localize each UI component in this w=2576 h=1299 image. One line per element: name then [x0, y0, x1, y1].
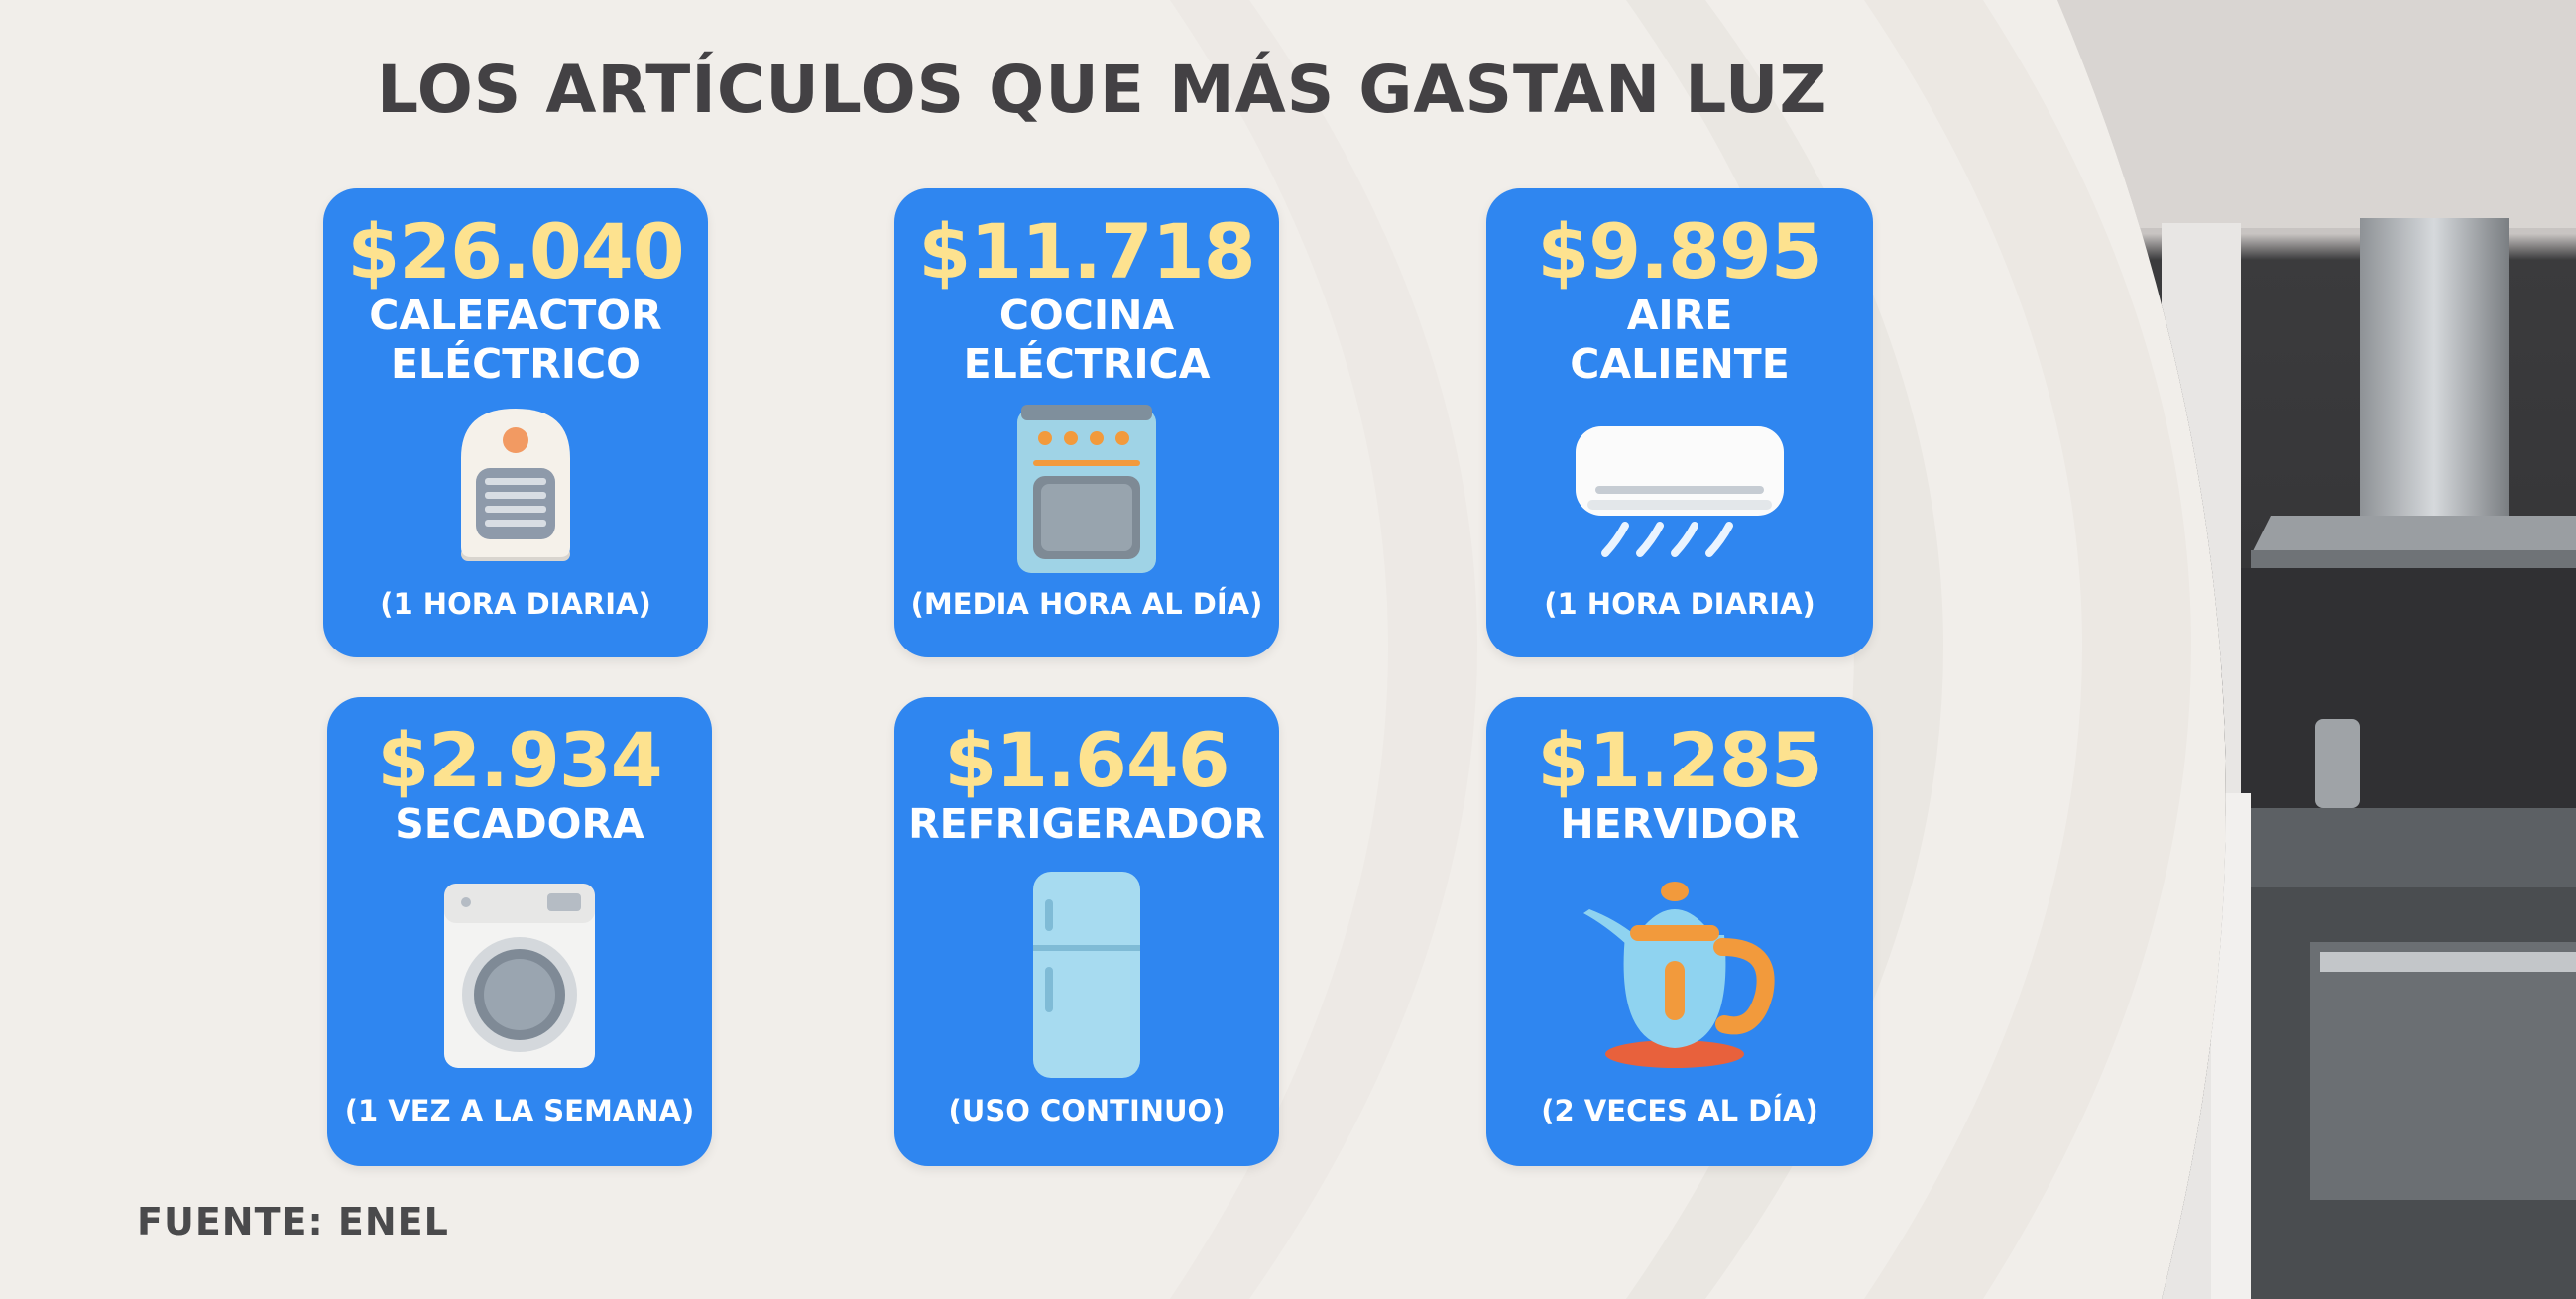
price-hervidor: $1.285	[1537, 716, 1822, 804]
usage-secadora: (1 VEZ A LA SEMANA)	[344, 1094, 695, 1127]
usage-cocina: (MEDIA HORA AL DÍA)	[910, 587, 1263, 621]
page-title: LOS ARTÍCULOS QUE MÁS GASTAN LUZ	[377, 52, 1828, 128]
appliance-name-cocina: COCINA ELÉCTRICA	[963, 292, 1211, 388]
price-cocina: $11.718	[918, 207, 1255, 295]
usage-refrigerador: (USO CONTINUO)	[948, 1094, 1226, 1127]
source-credit: FUENTE: ENEL	[137, 1200, 449, 1243]
appliance-name-calefactor: CALEFACTOR ELÉCTRICO	[369, 292, 662, 388]
card-secadora: $2.934 SECADORA (1 VEZ A LA SEMANA)	[327, 697, 712, 1166]
appliance-name-secadora: SECADORA	[395, 800, 644, 848]
appliance-name-aire: AIRE CALIENTE	[1570, 292, 1790, 388]
washing-machine-icon	[327, 876, 712, 1074]
card-aire: $9.895 AIRE CALIENTE (1 HORA DIARIA)	[1486, 188, 1873, 657]
refrigerator-icon	[894, 866, 1279, 1084]
price-secadora: $2.934	[377, 716, 662, 804]
air-conditioner-icon	[1486, 416, 1873, 565]
electric-heater-icon	[323, 399, 708, 567]
usage-aire: (1 HORA DIARIA)	[1544, 587, 1815, 621]
usage-hervidor: (2 VECES AL DÍA)	[1541, 1094, 1818, 1127]
card-hervidor: $1.285 HERVIDOR (2 VECES AL DÍA)	[1486, 697, 1873, 1166]
usage-calefactor: (1 HORA DIARIA)	[380, 587, 651, 621]
electric-stove-icon	[894, 399, 1279, 577]
appliance-name-hervidor: HERVIDOR	[1560, 800, 1800, 848]
kettle-icon	[1486, 866, 1873, 1074]
appliance-name-refrigerador: REFRIGERADOR	[908, 800, 1265, 848]
price-refrigerador: $1.646	[944, 716, 1229, 804]
price-calefactor: $26.040	[347, 207, 684, 295]
price-aire: $9.895	[1537, 207, 1822, 295]
card-calefactor: $26.040 CALEFACTOR ELÉCTRICO (1 HORA DIA…	[323, 188, 708, 657]
card-refrigerador: $1.646 REFRIGERADOR (USO CONTINUO)	[894, 697, 1279, 1166]
card-cocina: $11.718 COCINA ELÉCTRICA (MEDIA HORA AL …	[894, 188, 1279, 657]
